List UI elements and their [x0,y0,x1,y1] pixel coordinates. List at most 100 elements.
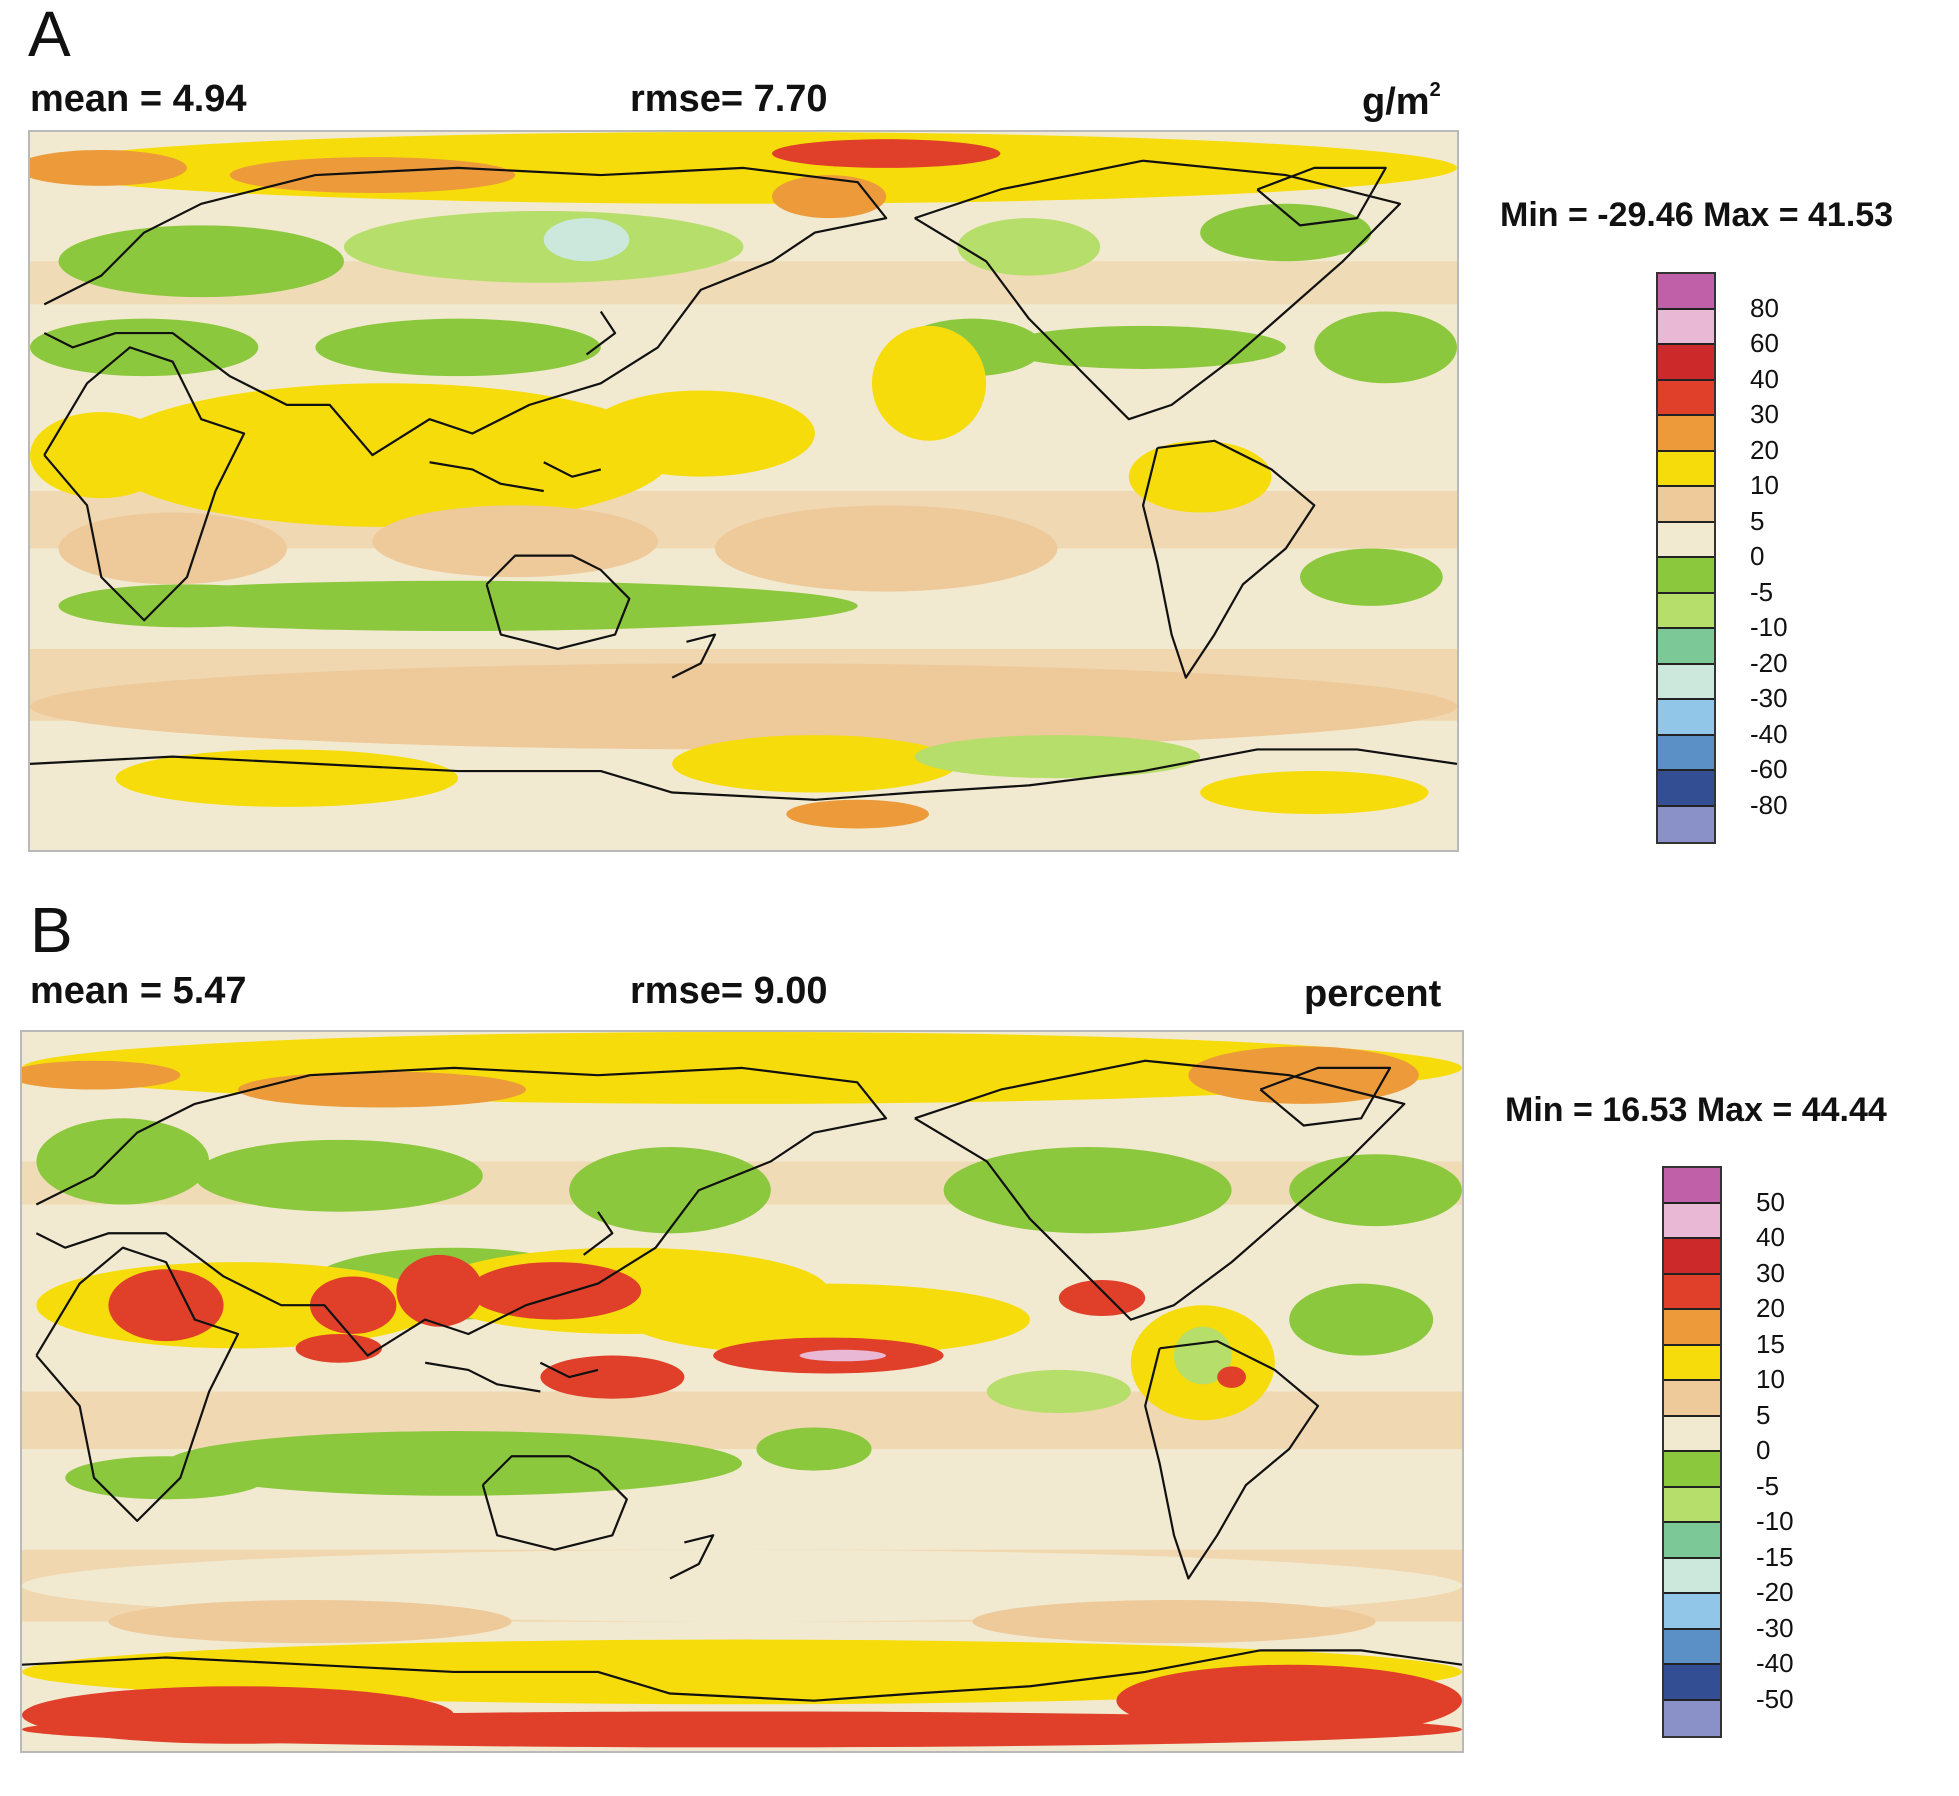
colorbar-tick-label: -5 [1756,1470,1780,1501]
map-contour-region [1000,325,1286,369]
colorbar-tick-label: 5 [1750,505,1765,536]
colorbar-swatch [1664,1416,1720,1452]
colorbar-swatch [1658,771,1714,807]
map-contour-region [58,225,344,298]
colorbar-swatch [1658,806,1714,842]
map-contour-region [115,749,459,807]
panel-b-rmse: rmse= 9.00 [630,970,828,1012]
coastline [1144,1340,1320,1580]
coastline [43,166,888,457]
map-contour-region [65,1456,267,1500]
colorbar-swatch [1658,380,1714,416]
colorbar-swatch [1658,487,1714,523]
colorbar-swatch [1658,522,1714,558]
panel-a-colorbar [1656,272,1716,844]
map-contour-region [396,1254,483,1327]
colorbar-swatch [1664,1452,1720,1488]
map-contour-region [1200,771,1429,815]
colorbar-swatch [1658,664,1714,700]
map-contour-region [1289,1283,1434,1356]
map-contour-region [569,1147,771,1234]
map-contour-region [22,1711,1462,1748]
colorbar-swatch [1664,1629,1720,1665]
panel-a-letter: A [28,0,71,70]
colorbar-tick-label: 40 [1756,1222,1785,1252]
coastline [1256,166,1387,227]
colorbar-tick-label: -5 [1750,576,1774,607]
map-contour-region [543,218,630,262]
panel-b-mean: mean = 5.47 [30,970,247,1012]
colorbar-swatch [1658,735,1714,771]
map-contour-region [786,799,930,829]
map-contour-region [1289,1154,1462,1227]
coastline [43,346,246,622]
colorbar-tick-label: 0 [1750,541,1765,571]
coastline [35,1066,888,1357]
colorbar-tick-label: 30 [1756,1257,1785,1288]
colorbar-swatch [1664,1523,1720,1559]
colorbar-tick-label: -50 [1756,1683,1794,1714]
panel-a-minmax: Min = -29.46 Max = 41.53 [1500,196,1894,234]
map-contour-region [914,735,1201,779]
colorbar-tick-label: 60 [1750,328,1779,358]
map-contour-region [166,1431,743,1496]
colorbar-swatch [1664,1594,1720,1630]
colorbar-swatch [1664,1203,1720,1239]
coastline [481,1455,628,1551]
map-contour-region [1116,1664,1462,1737]
colorbar-tick-label: -20 [1756,1577,1794,1607]
colorbar-tick-label: -60 [1750,754,1788,784]
coastline [669,1534,715,1580]
map-contour-region [58,584,316,628]
colorbar-tick-label: -80 [1750,789,1788,820]
colorbar-tick-label: 5 [1756,1399,1771,1430]
colorbar-swatch [1658,345,1714,381]
map-contour-region [799,1349,886,1362]
coastline [1141,439,1316,679]
map-contour-region [372,505,658,578]
colorbar-tick-label: 20 [1756,1293,1785,1323]
colorbar-swatch [1658,274,1714,310]
panel-b-colorbar [1662,1166,1722,1738]
map-contour-region [30,663,1457,750]
coastline [543,461,602,478]
panel-a-mean: mean = 4.94 [30,78,247,120]
panel-a-unit-base: g/m [1362,81,1430,123]
colorbar-swatch [1664,1168,1720,1204]
map-contour-region [30,412,173,499]
map-contour-region [626,1283,1030,1356]
map-contour-region [30,318,259,377]
colorbar-tick-label: 20 [1750,434,1779,465]
colorbar-swatch [1664,1239,1720,1275]
colorbar-tick-label: 40 [1750,363,1779,394]
colorbar-tick-label: -10 [1750,612,1788,642]
colorbar-swatch [1664,1665,1720,1701]
colorbar-tick-label: -15 [1756,1541,1794,1572]
colorbar-tick-label: 50 [1756,1186,1785,1217]
colorbar-swatch [1664,1381,1720,1417]
coastline [22,1649,1462,1702]
map-contour-region [295,1333,382,1363]
coastline [914,1059,1406,1321]
coastline [671,633,717,679]
panel-a-rmse: rmse= 7.70 [630,78,828,120]
colorbar-tick-label: 10 [1756,1364,1785,1394]
colorbar-tick-label: -10 [1756,1506,1794,1536]
colorbar-tick-label: -40 [1750,718,1788,749]
coastline [914,159,1402,421]
panel-b-unit: percent [1304,972,1441,1013]
colorbar-swatch [1664,1345,1720,1381]
map-contour-region [229,157,516,194]
colorbar-tick-label: 30 [1750,399,1779,429]
coastline [35,1246,240,1522]
coastline [1259,1066,1392,1127]
colorbar-swatch [1658,700,1714,736]
map-contour-region [1217,1366,1246,1388]
panel-b-minmax: Min = 16.53 Max = 44.44 [1505,1091,1887,1129]
colorbar-tick-label: -20 [1750,647,1788,678]
map-contour-region [540,1355,685,1399]
map-contour-region [101,383,673,527]
map-contour-region [310,1276,397,1334]
colorbar-swatch [1664,1700,1720,1736]
coastline [429,461,544,493]
